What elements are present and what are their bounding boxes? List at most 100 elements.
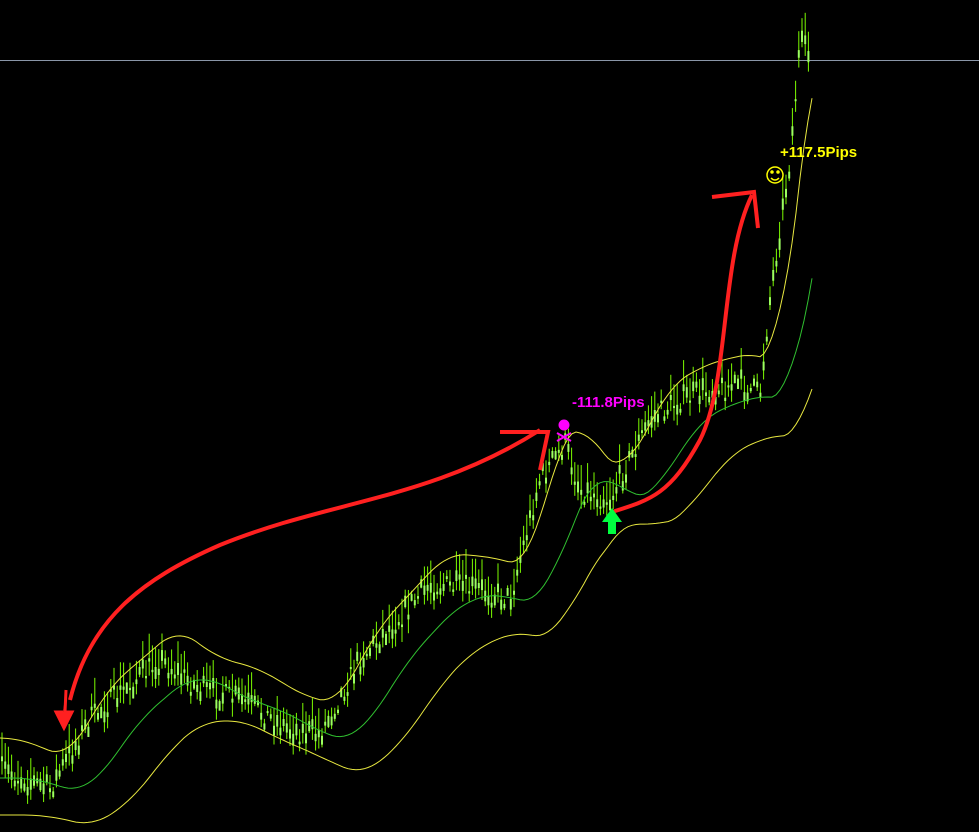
candle-body (113, 685, 115, 690)
candle-body (154, 667, 157, 679)
candle-body (145, 675, 147, 679)
trade-exit-mark (711, 189, 760, 229)
candle-body (391, 629, 394, 639)
candle-body (756, 381, 759, 388)
candle-body (125, 682, 128, 694)
candle-body (721, 377, 723, 384)
candle-body (87, 726, 90, 737)
candle-body (170, 668, 173, 675)
candle-body (39, 778, 42, 791)
candle-body (423, 585, 426, 595)
candle-body (445, 576, 448, 580)
candle-body (212, 677, 215, 689)
candle-body (77, 745, 80, 755)
candle-body (209, 683, 211, 690)
candle-body (561, 454, 563, 460)
candles (1, 12, 810, 804)
candle-body (717, 390, 720, 395)
candle-body (193, 679, 195, 689)
lower-band (0, 388, 813, 824)
candle-body (199, 691, 202, 702)
candle-body (442, 583, 445, 591)
candle-body (90, 706, 93, 711)
win-label: +117.5Pips (780, 144, 857, 161)
candle-body (407, 614, 410, 620)
candle-body (33, 775, 35, 786)
candle-body (266, 711, 269, 714)
candle-body (4, 761, 7, 769)
candle-body (148, 658, 151, 662)
candle-body (570, 467, 573, 475)
candle-body (522, 540, 525, 546)
candle-body (276, 714, 279, 727)
candle-body (730, 384, 733, 391)
candle-body (167, 672, 170, 679)
candle-body (1, 756, 3, 762)
candle-body (196, 684, 199, 692)
candle-body (628, 451, 631, 458)
candle-body (257, 700, 259, 706)
candle-body (157, 668, 160, 676)
candle-body (557, 449, 560, 453)
sell-arrow (53, 689, 75, 732)
candle-body (701, 378, 704, 391)
candle-body (695, 381, 698, 388)
candle-body (180, 673, 183, 685)
candle-body (413, 600, 416, 606)
candle-body (746, 392, 749, 402)
candle-body (314, 733, 317, 742)
candle-body (20, 777, 23, 789)
candle-body (231, 698, 234, 703)
candle-body (420, 579, 423, 588)
candle-body (116, 698, 119, 707)
candle-body (141, 659, 144, 669)
candle-body (781, 198, 784, 210)
candle-body (378, 644, 381, 654)
candle-body (727, 385, 730, 388)
candle-body (733, 374, 736, 384)
candle-body (138, 667, 141, 675)
candle-body (129, 687, 131, 691)
candle-body (753, 378, 755, 386)
candle-body (631, 449, 634, 458)
candle-body (714, 396, 717, 405)
candle-body (410, 594, 413, 601)
bands (0, 98, 813, 824)
candle-body (388, 625, 391, 632)
candle-body (596, 499, 599, 508)
candle-body (295, 723, 298, 736)
candle-body (724, 397, 727, 402)
candle-body (253, 695, 256, 704)
candle-body (567, 444, 570, 452)
candle-body (554, 451, 557, 460)
candle-body (173, 674, 176, 679)
buy-arrow (602, 508, 622, 534)
candle-body (327, 715, 330, 727)
candle-body (103, 711, 106, 723)
candle-body (317, 729, 320, 738)
candle-body (593, 493, 595, 498)
candle-body (164, 658, 167, 665)
candle-body (311, 719, 314, 730)
candle-body (708, 396, 711, 403)
candle-body (769, 297, 771, 306)
candle-body (353, 673, 355, 684)
candle-body (509, 599, 512, 610)
win-icon (766, 166, 784, 184)
candle-body (465, 574, 467, 579)
candle-body (26, 786, 29, 796)
candle-body (263, 723, 266, 730)
candle-body (580, 489, 583, 495)
candle-body (452, 589, 455, 592)
candle-body (602, 499, 605, 508)
candle-body (221, 692, 224, 704)
candle-body (273, 725, 275, 736)
candle-body (298, 741, 301, 745)
candle-body (429, 582, 432, 593)
candle-body (119, 685, 122, 690)
candle-body (42, 783, 45, 795)
candle-body (23, 783, 26, 791)
candle-body (551, 450, 554, 458)
